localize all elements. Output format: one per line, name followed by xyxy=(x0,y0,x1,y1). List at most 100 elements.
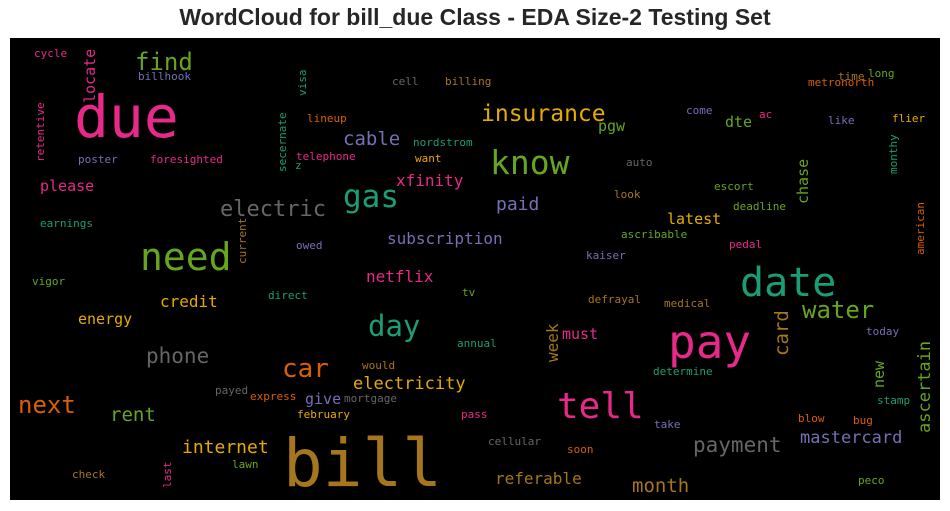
word-know: know xyxy=(490,143,570,182)
word-credit: credit xyxy=(160,292,218,311)
word-secernate: secernate xyxy=(276,112,289,172)
word-internet: internet xyxy=(182,437,269,458)
word-insurance: insurance xyxy=(481,101,606,127)
word-week: week xyxy=(543,323,562,362)
word-cellular: cellular xyxy=(488,435,541,448)
word-lineup: lineup xyxy=(307,112,347,125)
word-last: last xyxy=(161,462,174,489)
word-lawn: lawn xyxy=(232,458,259,471)
word-vigor: vigor xyxy=(32,275,65,288)
chart-title: WordCloud for bill_due Class - EDA Size-… xyxy=(179,4,771,30)
word-come: come xyxy=(686,104,713,117)
word-tv: tv xyxy=(462,286,476,299)
word-bug: bug xyxy=(853,414,873,427)
word-retentive: retentive xyxy=(34,102,47,162)
word-water: water xyxy=(802,296,874,324)
word-like: like xyxy=(828,114,855,127)
word-subscription: subscription xyxy=(387,229,503,248)
word-paid: paid xyxy=(496,194,539,215)
word-american: american xyxy=(914,202,927,255)
word-z: z xyxy=(295,159,302,172)
word-give: give xyxy=(305,390,341,408)
word-cable: cable xyxy=(343,128,400,150)
word-due: due xyxy=(74,83,179,151)
word-take: take xyxy=(654,418,681,431)
word-locate: locate xyxy=(81,49,99,103)
word-card: card xyxy=(771,310,793,356)
word-determine: determine xyxy=(653,365,713,378)
word-flier: flier xyxy=(892,112,925,125)
word-current: current xyxy=(236,218,249,264)
word-payed: payed xyxy=(215,384,248,397)
word-earnings: earnings xyxy=(40,217,93,230)
word-deadline: deadline xyxy=(733,200,786,213)
word-pass: pass xyxy=(461,408,488,421)
word-stamp: stamp xyxy=(877,394,910,407)
word-electricity: electricity xyxy=(353,374,466,394)
word-must: must xyxy=(562,325,598,343)
word-ac: ac xyxy=(759,108,772,121)
word-mortgage: mortgage xyxy=(344,392,397,405)
word-blow: blow xyxy=(798,412,825,425)
word-february: february xyxy=(297,408,350,421)
word-auto: auto xyxy=(626,156,653,169)
word-billhook: billhook xyxy=(138,70,191,83)
word-latest: latest xyxy=(667,210,721,228)
word-escort: escort xyxy=(714,180,754,193)
word-kaiser: kaiser xyxy=(586,249,626,262)
word-ascertain: ascertain xyxy=(915,341,935,433)
word-rent: rent xyxy=(110,404,156,426)
word-phone: phone xyxy=(146,344,209,368)
word-chase: chase xyxy=(794,159,812,204)
word-poster: poster xyxy=(78,153,118,166)
word-next: next xyxy=(18,391,76,419)
word-netflix: netflix xyxy=(366,267,434,286)
word-find: find xyxy=(135,48,193,76)
word-medical: medical xyxy=(664,297,710,310)
word-bill: bill xyxy=(283,425,442,502)
word-tell: tell xyxy=(557,386,644,427)
word-owed: owed xyxy=(296,239,323,252)
word-xfinity: xfinity xyxy=(396,171,464,190)
word-please: please xyxy=(40,177,94,195)
word-payment: payment xyxy=(693,433,782,457)
word-billing: billing xyxy=(445,75,491,88)
word-mastercard: mastercard xyxy=(800,428,902,448)
word-visa: visa xyxy=(296,70,309,97)
word-metronorth: metronorth xyxy=(808,76,874,89)
word-need: need xyxy=(140,235,232,279)
word-check: check xyxy=(72,468,105,481)
word-electric: electric xyxy=(220,197,326,222)
word-foresighted: foresighted xyxy=(150,153,223,166)
word-car: car xyxy=(282,354,329,384)
word-monthy: monthy xyxy=(887,134,900,174)
word-day: day xyxy=(368,309,420,343)
word-date: date xyxy=(740,260,836,306)
word-look: look xyxy=(614,188,641,201)
word-long: long xyxy=(868,67,895,80)
cloud-background xyxy=(10,38,940,500)
word-referable: referable xyxy=(495,469,582,488)
word-pay: pay xyxy=(668,315,751,369)
word-want: want xyxy=(415,152,442,165)
word-pedal: pedal xyxy=(729,238,762,251)
word-ascribable: ascribable xyxy=(621,228,687,241)
word-new: new xyxy=(870,360,888,388)
word-soon: soon xyxy=(567,443,594,456)
word-month: month xyxy=(632,475,689,497)
word-cycle: cycle xyxy=(34,47,67,60)
word-annual: annual xyxy=(457,337,497,350)
word-direct: direct xyxy=(268,289,308,302)
word-nordstrom: nordstrom xyxy=(413,136,473,149)
word-gas: gas xyxy=(343,179,399,215)
word-peco: peco xyxy=(858,474,885,487)
words-layer: bill due pay date need tell know gas day car find n… xyxy=(18,47,935,502)
word-defrayal: defrayal xyxy=(588,293,641,306)
word-express: express xyxy=(250,390,296,403)
word-dte: dte xyxy=(725,113,752,131)
word-energy: energy xyxy=(78,310,132,328)
word-cell: cell xyxy=(392,75,419,88)
word-telephone: telephone xyxy=(296,150,356,163)
word-pgw: pgw xyxy=(598,117,626,135)
